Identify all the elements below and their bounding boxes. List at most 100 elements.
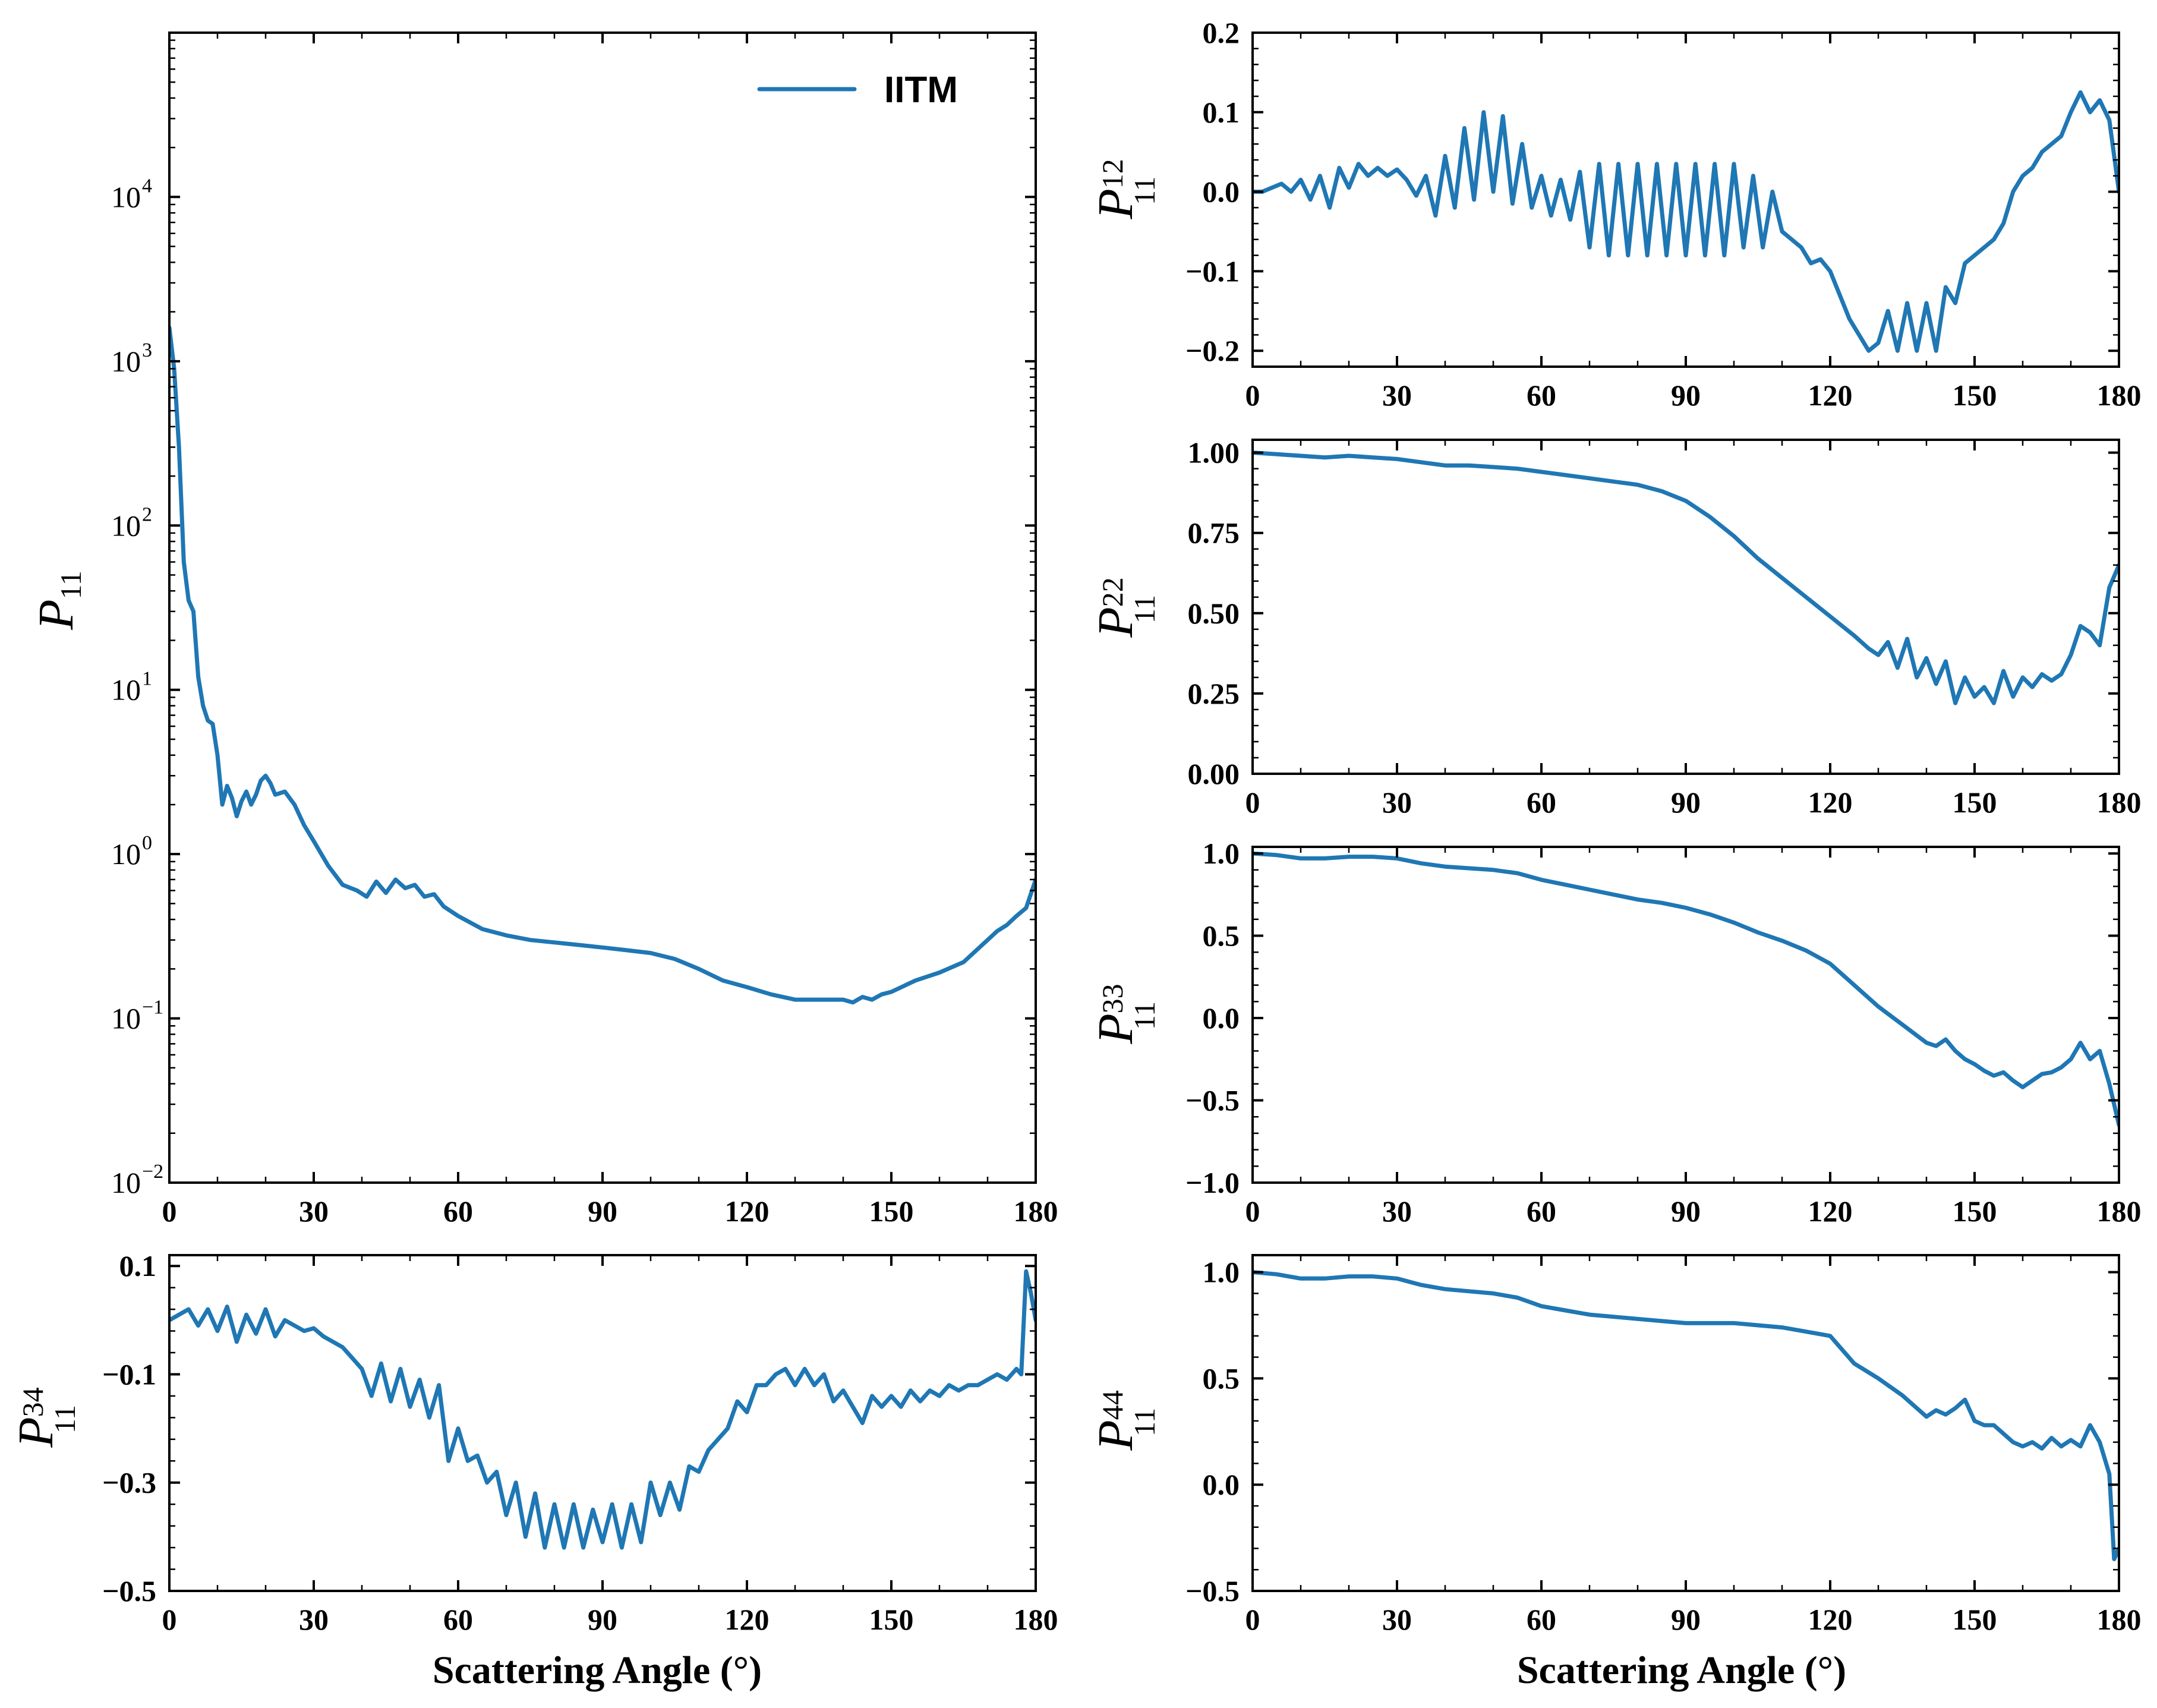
p11-series-line xyxy=(169,325,1036,1005)
x-axis-label-left: Scattering Angle (°) xyxy=(433,1649,762,1692)
legend: IITM xyxy=(757,70,958,111)
p12-xtick-label: 180 xyxy=(2097,379,2142,412)
p12-xtick-label: 120 xyxy=(1808,379,1853,412)
p22-ytick-label: 0.00 xyxy=(1188,757,1240,790)
p34-xtick-label: 90 xyxy=(588,1603,617,1636)
p44-series-line xyxy=(1253,1270,2119,1561)
p12-ytick-label: 0.1 xyxy=(1203,96,1240,129)
p34-xtick-label: 0 xyxy=(162,1603,177,1636)
p22-plot-layer: 0 30 60 90 120 150 180 0.00 0.25 0.50 0.75 1.00 xyxy=(1188,436,2142,819)
p11-ytick-exponent: 0 xyxy=(142,832,152,854)
p44-xtick-label: 180 xyxy=(2097,1603,2142,1636)
p12-series-line xyxy=(1253,90,2119,353)
p44-xtick-label: 30 xyxy=(1382,1603,1412,1636)
p11-ylabel: P11 xyxy=(29,571,87,630)
p33-ytick-label: 0.0 xyxy=(1203,1001,1240,1035)
p44-ytick-label: 1.0 xyxy=(1203,1256,1240,1289)
p12-xtick-label: 0 xyxy=(1245,379,1260,412)
p11-xtick-label: 60 xyxy=(443,1195,473,1228)
p11-ytick-label: 10 xyxy=(111,673,141,707)
p34-ytick-label: −0.3 xyxy=(102,1466,156,1499)
p44-plot-layer: 0 30 60 90 120 150 180 −0.5 0.0 0.5 1.0 xyxy=(1185,1254,2142,1636)
p22-series-line xyxy=(1253,450,2119,705)
p22-xtick-label: 0 xyxy=(1245,786,1260,819)
p11-xtick-label: 120 xyxy=(725,1195,770,1228)
p34-xtick-label: 30 xyxy=(299,1603,329,1636)
p33-xtick-label: 180 xyxy=(2097,1195,2142,1228)
panel-p44: 0 30 60 90 120 150 180 −0.5 0.0 0.5 1.0 P44 11 xyxy=(1088,1254,2142,1636)
p33-ytick-label: −0.5 xyxy=(1185,1084,1240,1117)
p11-xtick-label: 150 xyxy=(869,1195,914,1228)
p12-plot-layer: 0 30 60 90 120 150 180 −0.2 −0.1 0.0 0.1 0.2 xyxy=(1185,16,2142,412)
x-axis-label-right: Scattering Angle (°) xyxy=(1517,1649,1846,1692)
p33-plot-layer: 0 30 60 90 120 150 180 −1.0 −0.5 0.0 0.5 1.0 xyxy=(1185,837,2142,1228)
p22-xtick-label: 180 xyxy=(2097,786,2142,819)
p22-ytick-label: 0.50 xyxy=(1188,597,1240,630)
p33-ylabel-denominator: 11 xyxy=(1128,1001,1161,1030)
p12-ytick-label: 0.0 xyxy=(1203,175,1240,209)
p33-ytick-label: 0.5 xyxy=(1203,919,1240,953)
p44-xtick-label: 120 xyxy=(1808,1603,1853,1636)
p11-ytick-exponent: −2 xyxy=(142,1161,163,1183)
p44-ytick-label: 0.5 xyxy=(1203,1362,1240,1395)
p11-ytick-label: 10 xyxy=(111,837,141,871)
p12-xtick-label: 90 xyxy=(1671,379,1701,412)
p11-ytick-label: 10 xyxy=(111,180,141,213)
p22-xtick-label: 120 xyxy=(1808,786,1853,819)
p22-ytick-label: 0.75 xyxy=(1188,516,1240,550)
p11-xtick-label: 180 xyxy=(1014,1195,1058,1228)
p12-ylabel: P12 xyxy=(1088,159,1143,219)
p33-xtick-label: 90 xyxy=(1671,1195,1701,1228)
p44-ytick-label: 0.0 xyxy=(1203,1468,1240,1501)
p22-xtick-label: 150 xyxy=(1953,786,1997,819)
p34-ytick-label: −0.1 xyxy=(102,1357,156,1391)
p33-series-line xyxy=(1253,851,2119,1127)
p12-ylabel-denominator: 11 xyxy=(1128,177,1161,205)
p12-ytick-label: −0.2 xyxy=(1185,334,1240,367)
p11-ytick-exponent: 2 xyxy=(142,503,152,525)
p34-ytick-label: 0.1 xyxy=(119,1249,157,1282)
p11-ytick-label: 10 xyxy=(111,345,141,378)
p34-ylabel: P34 xyxy=(8,1387,64,1448)
p44-xtick-label: 60 xyxy=(1527,1603,1556,1636)
p44-ylabel-denominator: 11 xyxy=(1128,1408,1161,1436)
p33-xtick-label: 150 xyxy=(1953,1195,1997,1228)
p34-plot-layer: 0 30 60 90 120 150 180 −0.5 −0.3 −0.1 0.1 xyxy=(102,1249,1058,1636)
p33-xtick-label: 60 xyxy=(1527,1195,1556,1228)
p11-xtick-label: 30 xyxy=(299,1195,329,1228)
p34-series-line xyxy=(169,1269,1036,1550)
p12-xtick-label: 150 xyxy=(1953,379,1997,412)
p44-xtick-label: 150 xyxy=(1953,1603,1997,1636)
p22-xtick-label: 90 xyxy=(1671,786,1701,819)
p33-ylabel: P33 xyxy=(1088,984,1143,1044)
p34-xtick-label: 60 xyxy=(443,1603,473,1636)
p22-ytick-label: 0.25 xyxy=(1188,677,1240,710)
legend-label-iitm: IITM xyxy=(884,70,958,111)
p34-xtick-label: 180 xyxy=(1014,1603,1058,1636)
p34-ylabel-denominator: 11 xyxy=(48,1405,81,1433)
panel-p22: 0 30 60 90 120 150 180 0.00 0.25 0.50 0.75 1.00 P22… xyxy=(1088,436,2142,819)
panel-p33: 0 30 60 90 120 150 180 −1.0 −0.5 0.0 0.5 1.0 P33 11 xyxy=(1088,837,2142,1228)
p34-ytick-label: −0.5 xyxy=(102,1574,156,1608)
p22-xtick-label: 60 xyxy=(1527,786,1556,819)
p11-ytick-label: 10 xyxy=(111,1002,141,1035)
panel-p12: 0 30 60 90 120 150 180 −0.2 −0.1 0.0 0.1 0.2 P12 11 xyxy=(1088,16,2142,412)
p44-ytick-label: −0.5 xyxy=(1185,1574,1240,1608)
p11-ytick-exponent: 1 xyxy=(142,668,152,690)
p34-xtick-label: 150 xyxy=(869,1603,914,1636)
p11-xtick-label: 0 xyxy=(162,1195,177,1228)
p12-ytick-label: 0.2 xyxy=(1203,16,1240,49)
p11-ytick-label: 10 xyxy=(111,509,141,542)
p33-xtick-label: 0 xyxy=(1245,1195,1260,1228)
p33-xtick-label: 30 xyxy=(1382,1195,1412,1228)
p12-xtick-label: 30 xyxy=(1382,379,1412,412)
p11-xtick-label: 90 xyxy=(588,1195,617,1228)
p33-ytick-label: 1.0 xyxy=(1203,837,1240,870)
p11-ytick-exponent: 4 xyxy=(142,175,152,197)
p44-xtick-label: 0 xyxy=(1245,1603,1260,1636)
p11-ytick-exponent: −1 xyxy=(142,997,163,1019)
